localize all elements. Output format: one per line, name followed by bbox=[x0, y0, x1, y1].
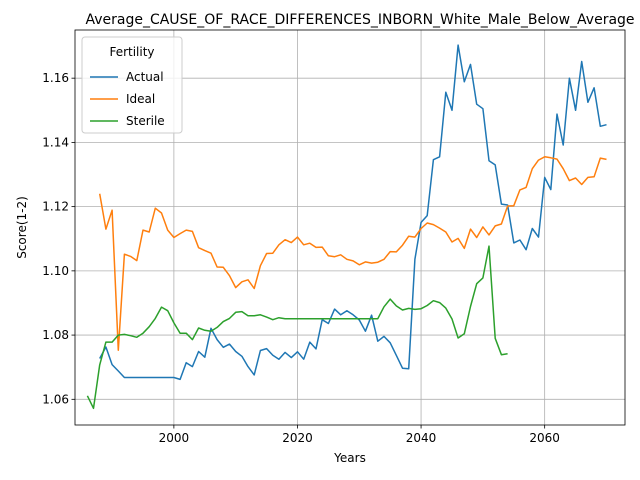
legend-label-ideal: Ideal bbox=[126, 92, 155, 106]
x-tick-label: 2060 bbox=[529, 431, 560, 445]
x-tick-label: 2040 bbox=[406, 431, 437, 445]
y-tick-label: 1.12 bbox=[42, 200, 69, 214]
chart-title: Average_CAUSE_OF_RACE_DIFFERENCES_INBORN… bbox=[85, 12, 634, 28]
y-tick-label: 1.06 bbox=[42, 392, 69, 406]
legend-label-sterile: Sterile bbox=[126, 114, 165, 128]
x-tick-label: 2020 bbox=[282, 431, 313, 445]
y-tick-label: 1.10 bbox=[42, 264, 69, 278]
y-tick-label: 1.08 bbox=[42, 328, 69, 342]
y-tick-label: 1.16 bbox=[42, 71, 69, 85]
x-tick-label: 2000 bbox=[159, 431, 190, 445]
legend-label-actual: Actual bbox=[126, 70, 164, 84]
y-axis-label: Score(1-2) bbox=[15, 196, 29, 259]
legend: Fertility Actual Ideal Sterile bbox=[82, 37, 182, 133]
legend-title: Fertility bbox=[109, 45, 154, 59]
x-axis-label: Years bbox=[333, 451, 366, 465]
y-tick-label: 1.14 bbox=[42, 135, 69, 149]
